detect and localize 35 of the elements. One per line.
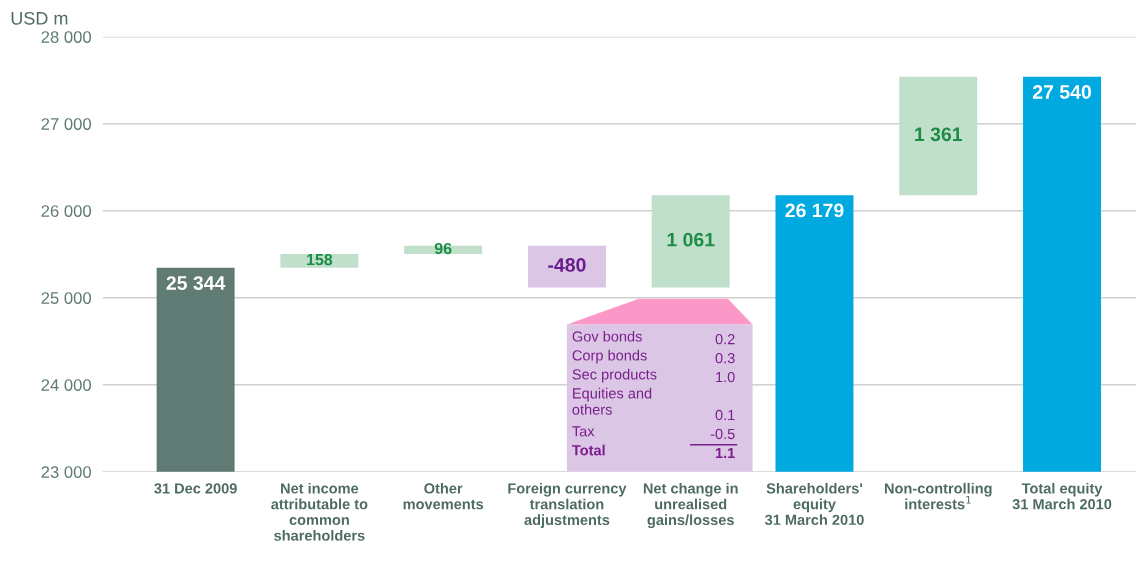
y-axis-title: USD m	[11, 11, 68, 25]
annotation: 1.0	[716, 371, 735, 383]
annotation: Gov bonds	[572, 330, 642, 342]
data-label: 26 179	[785, 203, 844, 218]
annotation: Equities and others	[572, 387, 652, 415]
annotation: 0.3	[715, 352, 735, 364]
annotation: 0.1	[715, 409, 735, 421]
y-tick-label: 24 000	[41, 379, 92, 391]
x-tick-label: Net income attributable to common shareholders	[271, 482, 368, 541]
x-tick-label: Other movements	[403, 482, 484, 510]
data-label: 96	[434, 242, 452, 255]
y-tick-label: 23 000	[41, 466, 92, 478]
x-tick-label: Net change in unrealised gains/losses	[643, 482, 738, 529]
x-tick-label: Non-controlling interests$^{1}$	[884, 482, 992, 510]
annotation: Total	[572, 444, 605, 456]
x-tick-label: 31 Dec 2009	[154, 483, 237, 494]
x-tick-label: Total equity 31 March 2010	[1012, 482, 1112, 510]
annotation: Tax	[572, 426, 595, 437]
y-tick-label: 26 000	[41, 205, 92, 217]
x-tick-label: Foreign currency translation adjustments	[508, 482, 627, 528]
data-label: 25 344	[166, 276, 226, 290]
data-label: 158	[307, 253, 333, 266]
annotation: -0.5	[710, 428, 735, 440]
annotation: Corp bonds	[572, 349, 647, 364]
x-tick-label: Shareholders' equity 31 March 2010	[764, 482, 864, 526]
y-tick-label: 25 000	[41, 292, 92, 304]
annotation: 1.1	[715, 447, 735, 458]
data-label: -480	[548, 258, 586, 272]
annotation: Sec products	[572, 368, 657, 383]
data-label: 1 061	[667, 232, 715, 247]
y-tick-label: 27 000	[41, 118, 92, 130]
data-label: 1 361	[915, 127, 963, 142]
annotation: 0.2	[715, 333, 735, 345]
y-tick-label: 28 000	[41, 31, 92, 43]
data-label: 27 540	[1032, 85, 1091, 99]
